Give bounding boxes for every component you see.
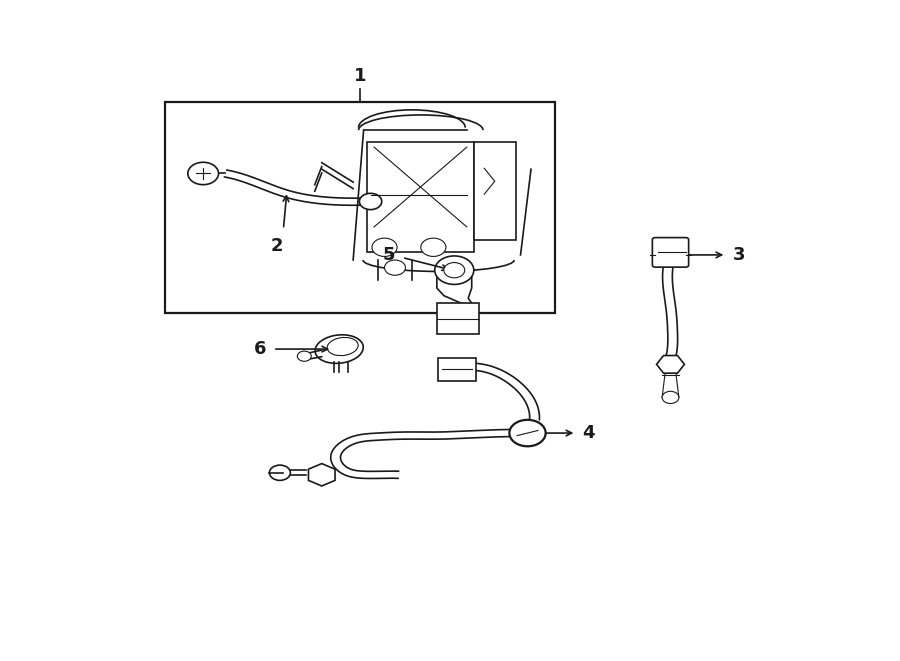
Text: 2: 2 <box>270 237 283 255</box>
Text: 4: 4 <box>582 424 594 442</box>
Circle shape <box>359 193 382 210</box>
Circle shape <box>188 163 219 184</box>
Circle shape <box>269 465 291 481</box>
Text: 6: 6 <box>254 340 266 358</box>
Bar <box>436 303 479 334</box>
Circle shape <box>384 260 406 275</box>
Circle shape <box>372 238 397 256</box>
Bar <box>165 102 555 313</box>
Bar <box>367 142 473 253</box>
Circle shape <box>435 256 473 284</box>
Circle shape <box>662 391 679 403</box>
Polygon shape <box>657 356 685 373</box>
Polygon shape <box>309 463 335 486</box>
Circle shape <box>421 238 446 256</box>
Text: 1: 1 <box>354 67 366 85</box>
Ellipse shape <box>315 334 364 364</box>
Circle shape <box>509 420 545 446</box>
FancyBboxPatch shape <box>652 237 688 267</box>
Text: 3: 3 <box>734 246 746 264</box>
FancyBboxPatch shape <box>438 358 476 381</box>
Bar <box>473 142 516 240</box>
Circle shape <box>444 262 464 278</box>
Ellipse shape <box>328 337 358 356</box>
Circle shape <box>297 351 311 362</box>
Text: 5: 5 <box>382 246 395 264</box>
